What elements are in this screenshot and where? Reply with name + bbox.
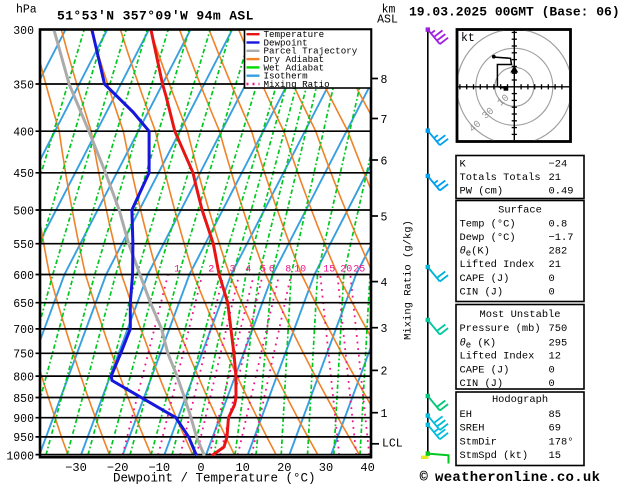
svg-text:1: 1 (381, 408, 388, 421)
svg-text:0: 0 (549, 378, 555, 390)
svg-text:weatheronline.co.uk: weatheronline.co.uk (435, 470, 600, 486)
svg-text:4: 4 (245, 265, 251, 276)
svg-text:30: 30 (319, 461, 333, 475)
svg-text:21: 21 (549, 172, 561, 184)
svg-text:8: 8 (381, 74, 388, 87)
svg-text:8: 8 (285, 265, 291, 276)
svg-text:Pressure (mb): Pressure (mb) (460, 323, 541, 335)
svg-text:21: 21 (549, 259, 561, 271)
svg-text:178°: 178° (549, 437, 574, 449)
svg-text:Most Unstable: Most Unstable (479, 309, 560, 321)
svg-text:hPa: hPa (16, 4, 37, 17)
svg-text:400: 400 (13, 127, 34, 140)
svg-text:12: 12 (549, 351, 561, 363)
svg-text:1000: 1000 (6, 450, 34, 463)
svg-text:StmSpd (kt): StmSpd (kt) (460, 450, 529, 462)
svg-text:0: 0 (197, 461, 204, 475)
svg-text:Mixing Ratio: Mixing Ratio (264, 79, 330, 90)
svg-text:Dewpoint: Dewpoint (264, 37, 308, 48)
svg-text:20: 20 (277, 461, 291, 475)
svg-text:SREH: SREH (460, 422, 485, 434)
svg-text:Isotherm: Isotherm (264, 71, 309, 82)
svg-text:−10: −10 (148, 461, 170, 475)
svg-text:Lifted Index: Lifted Index (460, 259, 535, 271)
svg-text:15: 15 (549, 450, 561, 462)
svg-text:500: 500 (13, 205, 34, 218)
svg-text:0: 0 (549, 287, 555, 299)
svg-text:θe (K): θe (K) (460, 337, 497, 350)
svg-text:51°53'N 357°09'W 94m ASL: 51°53'N 357°09'W 94m ASL (57, 9, 254, 24)
svg-text:PW (cm): PW (cm) (460, 186, 504, 198)
svg-text:Dewpoint / Temperature (°C): Dewpoint / Temperature (°C) (113, 472, 316, 486)
svg-text:6: 6 (381, 155, 388, 168)
svg-text:0: 0 (549, 273, 555, 285)
svg-text:25: 25 (353, 265, 365, 276)
svg-text:10: 10 (294, 265, 306, 276)
svg-text:Dewp (°C): Dewp (°C) (460, 232, 516, 244)
svg-text:−1.7: −1.7 (549, 232, 574, 244)
svg-text:295: 295 (549, 337, 568, 349)
svg-text:1: 1 (174, 265, 180, 276)
svg-text:2: 2 (208, 265, 214, 276)
svg-text:CAPE (J): CAPE (J) (460, 364, 510, 376)
svg-text:Hodograph: Hodograph (492, 394, 548, 406)
svg-text:40: 40 (360, 461, 374, 475)
svg-text:K: K (460, 159, 467, 171)
svg-text:Temperature: Temperature (264, 29, 325, 40)
svg-text:StmDir: StmDir (460, 437, 497, 449)
svg-text:Wet Adiabat: Wet Adiabat (264, 62, 325, 73)
svg-text:kt: kt (461, 32, 475, 45)
svg-text:6: 6 (269, 265, 275, 276)
svg-text:CIN (J): CIN (J) (460, 378, 504, 390)
svg-text:850: 850 (13, 393, 34, 406)
svg-text:85: 85 (549, 409, 561, 421)
svg-text:700: 700 (13, 324, 34, 337)
svg-text:−24: −24 (549, 159, 568, 171)
svg-text:Surface: Surface (498, 205, 542, 217)
svg-text:Parcel Trajectory: Parcel Trajectory (264, 46, 358, 57)
svg-text:0.49: 0.49 (549, 186, 574, 198)
svg-text:10: 10 (235, 461, 249, 475)
svg-text:4: 4 (381, 277, 388, 290)
svg-text:300: 300 (13, 25, 34, 38)
svg-text:3: 3 (229, 265, 235, 276)
svg-text:7: 7 (381, 114, 388, 127)
svg-text:ASL: ASL (377, 14, 398, 27)
svg-text:750: 750 (13, 349, 34, 362)
svg-text:19.03.2025 00GMT (Base: 06): 19.03.2025 00GMT (Base: 06) (409, 5, 620, 20)
svg-text:5: 5 (260, 265, 266, 276)
svg-text:−30: −30 (65, 461, 87, 475)
svg-text:3: 3 (381, 323, 388, 336)
svg-text:CIN (J): CIN (J) (460, 287, 504, 299)
svg-text:0.8: 0.8 (549, 219, 568, 231)
svg-text:5: 5 (381, 211, 388, 224)
svg-text:2: 2 (381, 366, 388, 379)
svg-text:EH: EH (460, 409, 472, 421)
svg-text:69: 69 (549, 422, 561, 434)
svg-text:900: 900 (13, 413, 34, 426)
svg-text:θe(K): θe(K) (460, 246, 490, 259)
svg-text:Temp (°C): Temp (°C) (460, 219, 516, 231)
svg-text:km: km (382, 4, 396, 17)
svg-text:350: 350 (13, 79, 34, 92)
svg-text:Totals Totals: Totals Totals (460, 172, 541, 184)
svg-text:Lifted Index: Lifted Index (460, 351, 535, 363)
svg-text:600: 600 (13, 270, 34, 283)
svg-text:Dry Adiabat: Dry Adiabat (264, 54, 325, 65)
svg-text:CAPE (J): CAPE (J) (460, 273, 510, 285)
svg-text:LCL: LCL (382, 437, 403, 450)
svg-text:Mixing Ratio (g/kg): Mixing Ratio (g/kg) (403, 220, 415, 340)
svg-text:20: 20 (340, 265, 352, 276)
svg-text:950: 950 (13, 432, 34, 445)
svg-text:650: 650 (13, 298, 34, 311)
svg-text:©: © (420, 470, 429, 486)
svg-text:15: 15 (323, 265, 335, 276)
svg-text:282: 282 (549, 246, 568, 258)
svg-text:−20: −20 (107, 461, 129, 475)
svg-text:750: 750 (549, 323, 568, 335)
svg-text:450: 450 (13, 168, 34, 181)
svg-text:0: 0 (549, 364, 555, 376)
svg-text:800: 800 (13, 371, 34, 384)
svg-text:550: 550 (13, 239, 34, 252)
